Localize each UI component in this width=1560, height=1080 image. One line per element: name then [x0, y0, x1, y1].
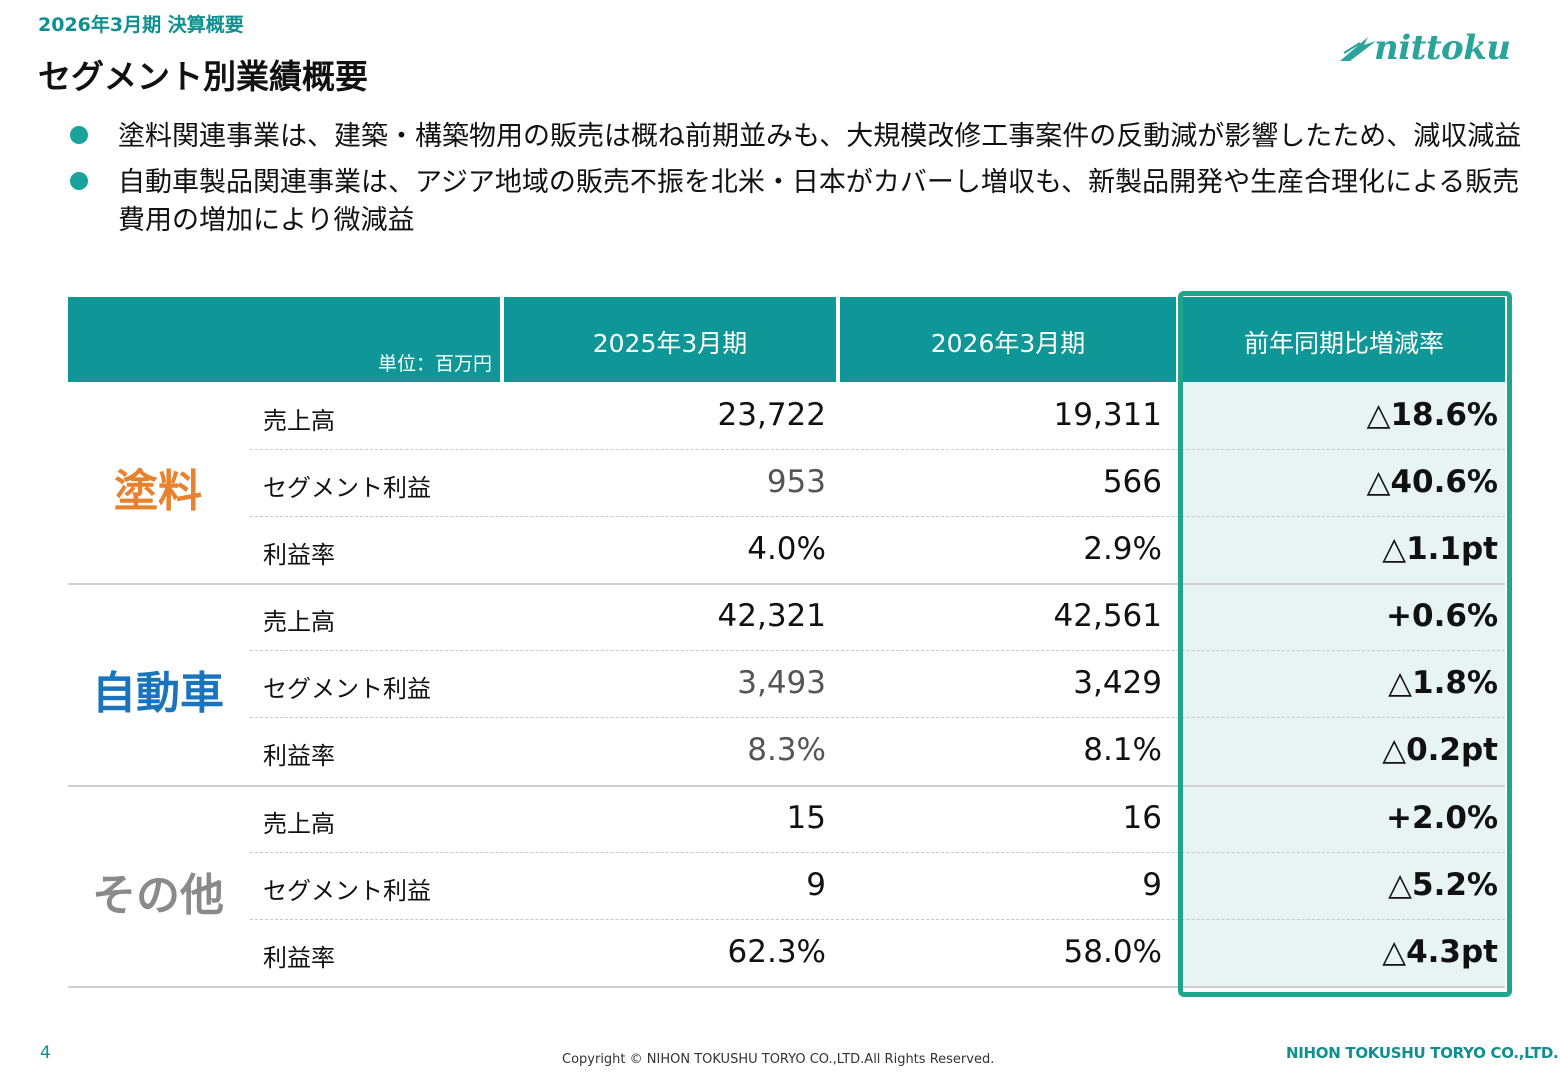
bullet-dot-icon	[70, 126, 88, 144]
value-fy2025: 15	[786, 800, 826, 836]
header-fy2025-label: 2025年3月期	[592, 329, 748, 358]
value-change: +0.6%	[1386, 598, 1498, 634]
row-label: セグメント利益	[263, 877, 431, 905]
value-fy2025: 4.0%	[747, 531, 826, 567]
segment-name-paint: 塗料	[114, 466, 202, 517]
header-change-label: 前年同期比増減率	[1243, 329, 1444, 358]
header-change: 前年同期比増減率	[1183, 297, 1505, 382]
value-change: △5.2%	[1388, 867, 1498, 903]
slide-title: セグメント別業績概要	[38, 57, 368, 96]
value-change: △18.6%	[1366, 397, 1498, 433]
value-fy2025: 23,722	[717, 397, 826, 433]
bullet-text: 塗料関連事業は、建築・構築物用の販売は概ね前期並みも、大規模改修工事案件の反動減…	[118, 121, 1522, 152]
group-divider	[68, 785, 1505, 787]
table-bottom-line	[68, 986, 1505, 988]
header-fy2026: 2026年3月期	[840, 297, 1176, 382]
value-fy2025: 42,321	[717, 598, 826, 634]
row-divider	[250, 717, 1505, 718]
value-change: △4.3pt	[1382, 934, 1498, 970]
value-fy2026: 8.1%	[1083, 732, 1162, 768]
bullet-text: 自動車製品関連事業は、アジア地域の販売不振を北米・日本がカバーし増収も、新製品開…	[118, 167, 1520, 236]
value-fy2026: 3,429	[1073, 665, 1162, 701]
change-column-frame	[1178, 291, 1512, 997]
bullet-item: 塗料関連事業は、建築・構築物用の販売は概ね前期並みも、大規模改修工事案件の反動減…	[70, 118, 1540, 156]
value-fy2026: 566	[1102, 464, 1162, 500]
value-fy2026: 9	[1142, 867, 1162, 903]
row-label: セグメント利益	[263, 675, 431, 703]
logo-mark-icon	[1340, 37, 1376, 61]
value-change: △1.1pt	[1382, 531, 1498, 567]
company-name: NIHON TOKUSHU TORYO CO.,LTD.	[1286, 1044, 1559, 1062]
bullet-item: 自動車製品関連事業は、アジア地域の販売不振を北米・日本がカバーし増収も、新製品開…	[70, 164, 1540, 240]
row-label: 利益率	[263, 541, 335, 569]
row-label: 利益率	[263, 944, 335, 972]
row-divider	[250, 852, 1505, 853]
bullet-dot-icon	[70, 172, 88, 190]
summary-bullets: 塗料関連事業は、建築・構築物用の販売は概ね前期並みも、大規模改修工事案件の反動減…	[70, 118, 1540, 248]
unit-label: 単位：百万円	[377, 353, 492, 375]
value-fy2025: 8.3%	[747, 732, 826, 768]
value-fy2026: 58.0%	[1063, 934, 1162, 970]
row-divider	[250, 449, 1505, 450]
header-fy2025: 2025年3月期	[504, 297, 836, 382]
row-divider	[250, 650, 1505, 651]
copyright-text: Copyright © NIHON TOKUSHU TORYO CO.,LTD.…	[562, 1052, 995, 1067]
row-divider	[250, 516, 1505, 517]
value-fy2025: 62.3%	[727, 934, 826, 970]
value-fy2026: 16	[1122, 800, 1162, 836]
value-change: △1.8%	[1388, 665, 1498, 701]
value-fy2026: 2.9%	[1083, 531, 1162, 567]
company-logo: nittoku	[1338, 28, 1511, 68]
row-label: セグメント利益	[263, 474, 431, 502]
value-change: △40.6%	[1366, 464, 1498, 500]
value-fy2025: 3,493	[737, 665, 826, 701]
value-fy2025: 953	[766, 464, 826, 500]
row-label: 利益率	[263, 742, 335, 770]
logo-wordmark: nittoku	[1374, 28, 1511, 68]
value-change: +2.0%	[1386, 800, 1498, 836]
value-fy2025: 9	[806, 867, 826, 903]
value-fy2026: 42,561	[1053, 598, 1162, 634]
row-label: 売上高	[263, 810, 335, 838]
segment-name-automotive: 自動車	[92, 668, 224, 719]
header-fy2026-label: 2026年3月期	[930, 329, 1086, 358]
row-label: 売上高	[263, 608, 335, 636]
group-divider	[68, 583, 1505, 585]
value-change: △0.2pt	[1382, 732, 1498, 768]
slide-subtitle: 2026年3月期 決算概要	[38, 14, 244, 36]
value-fy2026: 19,311	[1053, 397, 1162, 433]
change-column-highlight	[1183, 382, 1505, 987]
row-divider	[250, 919, 1505, 920]
segment-name-other: その他	[92, 870, 224, 921]
header-unit-cell: 単位：百万円	[68, 297, 500, 382]
page-number: 4	[40, 1043, 51, 1063]
row-label: 売上高	[263, 407, 335, 435]
